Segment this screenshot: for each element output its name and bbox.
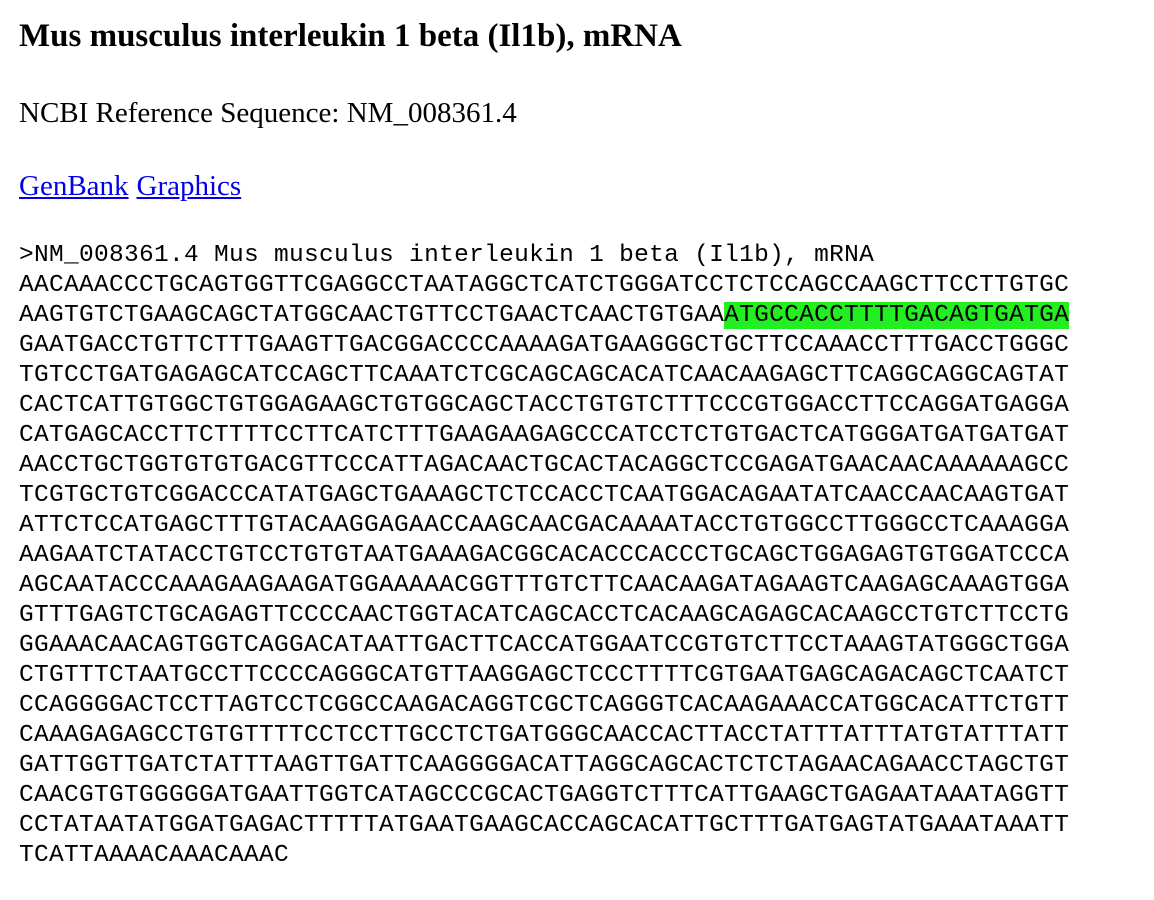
genbank-link[interactable]: GenBank [19, 170, 129, 202]
sequence-line: GGAAACAACAGTGGTCAGGACATAATTGACTTCACCATGG… [19, 631, 1069, 661]
sequence-text: CAACGTGTGGGGGATGAATTGGTCATAGCCCGCACTGAGG… [19, 782, 1070, 809]
sequence-line: CATGAGCACCTTCTTTTCCTTCATCTTTGAAGAAGAGCCC… [19, 421, 1069, 451]
reference-sequence: NCBI Reference Sequence: NM_008361.4 [19, 97, 517, 129]
fasta-sequence: >NM_008361.4 Mus musculus interleukin 1 … [19, 241, 1070, 871]
sequence-line: GTTTGAGTCTGCAGAGTTCCCCAACTGGTACATCAGCACC… [19, 601, 1069, 631]
sequence-text: AACAAACCCTGCAGTGGTTCGAGGCCTAATAGGCTCATCT… [19, 272, 1070, 299]
sequence-line: AAGTGTCTGAAGCAGCTATGGCAACTGTTCCTGAACTCAA… [19, 301, 1070, 331]
sequence-text: GATTGGTTGATCTATTTAAGTTGATTCAAGGGGACATTAG… [19, 752, 1070, 779]
sequence-line: ATTCTCCATGAGCTTTGTACAAGGAGAACCAAGCAACGAC… [19, 511, 1069, 541]
sequence-text: AAGAATCTATACCTGTCCTGTGTAATGAAAGACGGCACAC… [19, 542, 1070, 569]
sequence-line: GAATGACCTGTTCTTTGAAGTTGACGGACCCCAAAAGATG… [19, 331, 1069, 361]
sequence-text: TCGTGCTGTCGGACCCATATGAGCTGAAAGCTCTCCACCT… [19, 482, 1070, 509]
sequence-line: CCAGGGGACTCCTTAGTCCTCGGCCAAGACAGGTCGCTCA… [19, 691, 1069, 721]
fasta-header: >NM_008361.4 Mus musculus interleukin 1 … [19, 242, 875, 269]
sequence-line: AACCTGCTGGTGTGTGACGTTCCCATTAGACAACTGCACT… [19, 451, 1069, 481]
highlighted-start-codon-region: ATGCCACCTTTTGACAGTGATGA [724, 302, 1070, 329]
sequence-line: AACAAACCCTGCAGTGGTTCGAGGCCTAATAGGCTCATCT… [19, 271, 1069, 301]
sequence-line: GATTGGTTGATCTATTTAAGTTGATTCAAGGGGACATTAG… [19, 751, 1069, 781]
view-links: GenBank Graphics [19, 169, 241, 203]
sequence-text: CCAGGGGACTCCTTAGTCCTCGGCCAAGACAGGTCGCTCA… [19, 692, 1070, 719]
sequence-text: CAAAGAGAGCCTGTGTTTTCCTCCTTGCCTCTGATGGGCA… [19, 722, 1070, 749]
page-title: Mus musculus interleukin 1 beta (Il1b), … [19, 18, 682, 54]
sequence-line: CACTCATTGTGGCTGTGGAGAAGCTGTGGCAGCTACCTGT… [19, 391, 1069, 421]
sequence-text: GGAAACAACAGTGGTCAGGACATAATTGACTTCACCATGG… [19, 632, 1070, 659]
graphics-link[interactable]: Graphics [136, 170, 242, 202]
sequence-line: TCGTGCTGTCGGACCCATATGAGCTGAAAGCTCTCCACCT… [19, 481, 1069, 511]
sequence-text: GAATGACCTGTTCTTTGAAGTTGACGGACCCCAAAAGATG… [19, 332, 1070, 359]
sequence-text: CCTATAATATGGATGAGACTTTTTATGAATGAAGCACCAG… [19, 812, 1070, 839]
sequence-line: CCTATAATATGGATGAGACTTTTTATGAATGAAGCACCAG… [19, 811, 1069, 841]
sequence-text: ATTCTCCATGAGCTTTGTACAAGGAGAACCAAGCAACGAC… [19, 512, 1070, 539]
sequence-line: CAAAGAGAGCCTGTGTTTTCCTCCTTGCCTCTGATGGGCA… [19, 721, 1069, 751]
sequence-text: GTTTGAGTCTGCAGAGTTCCCCAACTGGTACATCAGCACC… [19, 602, 1070, 629]
sequence-text: TGTCCTGATGAGAGCATCCAGCTTCAAATCTCGCAGCAGC… [19, 362, 1070, 389]
sequence-text: TCATTAAAACAAACAAAC [19, 842, 290, 869]
sequence-line: TCATTAAAACAAACAAAC [19, 841, 1069, 871]
sequence-line: CAACGTGTGGGGGATGAATTGGTCATAGCCCGCACTGAGG… [19, 781, 1069, 811]
sequence-text: AAGTGTCTGAAGCAGCTATGGCAACTGTTCCTGAACTCAA… [19, 302, 725, 329]
sequence-text: AACCTGCTGGTGTGTGACGTTCCCATTAGACAACTGCACT… [19, 452, 1070, 479]
sequence-lines: AACAAACCCTGCAGTGGTTCGAGGCCTAATAGGCTCATCT… [19, 271, 1070, 871]
sequence-text: AGCAATACCCAAAGAAGAAGATGGAAAAACGGTTTGTCTT… [19, 572, 1070, 599]
sequence-text: CATGAGCACCTTCTTTTCCTTCATCTTTGAAGAAGAGCCC… [19, 422, 1070, 449]
sequence-text: CACTCATTGTGGCTGTGGAGAAGCTGTGGCAGCTACCTGT… [19, 392, 1070, 419]
sequence-line: CTGTTTCTAATGCCTTCCCCAGGGCATGTTAAGGAGCTCC… [19, 661, 1069, 691]
sequence-line: TGTCCTGATGAGAGCATCCAGCTTCAAATCTCGCAGCAGC… [19, 361, 1069, 391]
sequence-line: AGCAATACCCAAAGAAGAAGATGGAAAAACGGTTTGTCTT… [19, 571, 1069, 601]
sequence-line: AAGAATCTATACCTGTCCTGTGTAATGAAAGACGGCACAC… [19, 541, 1069, 571]
sequence-text: CTGTTTCTAATGCCTTCCCCAGGGCATGTTAAGGAGCTCC… [19, 662, 1070, 689]
